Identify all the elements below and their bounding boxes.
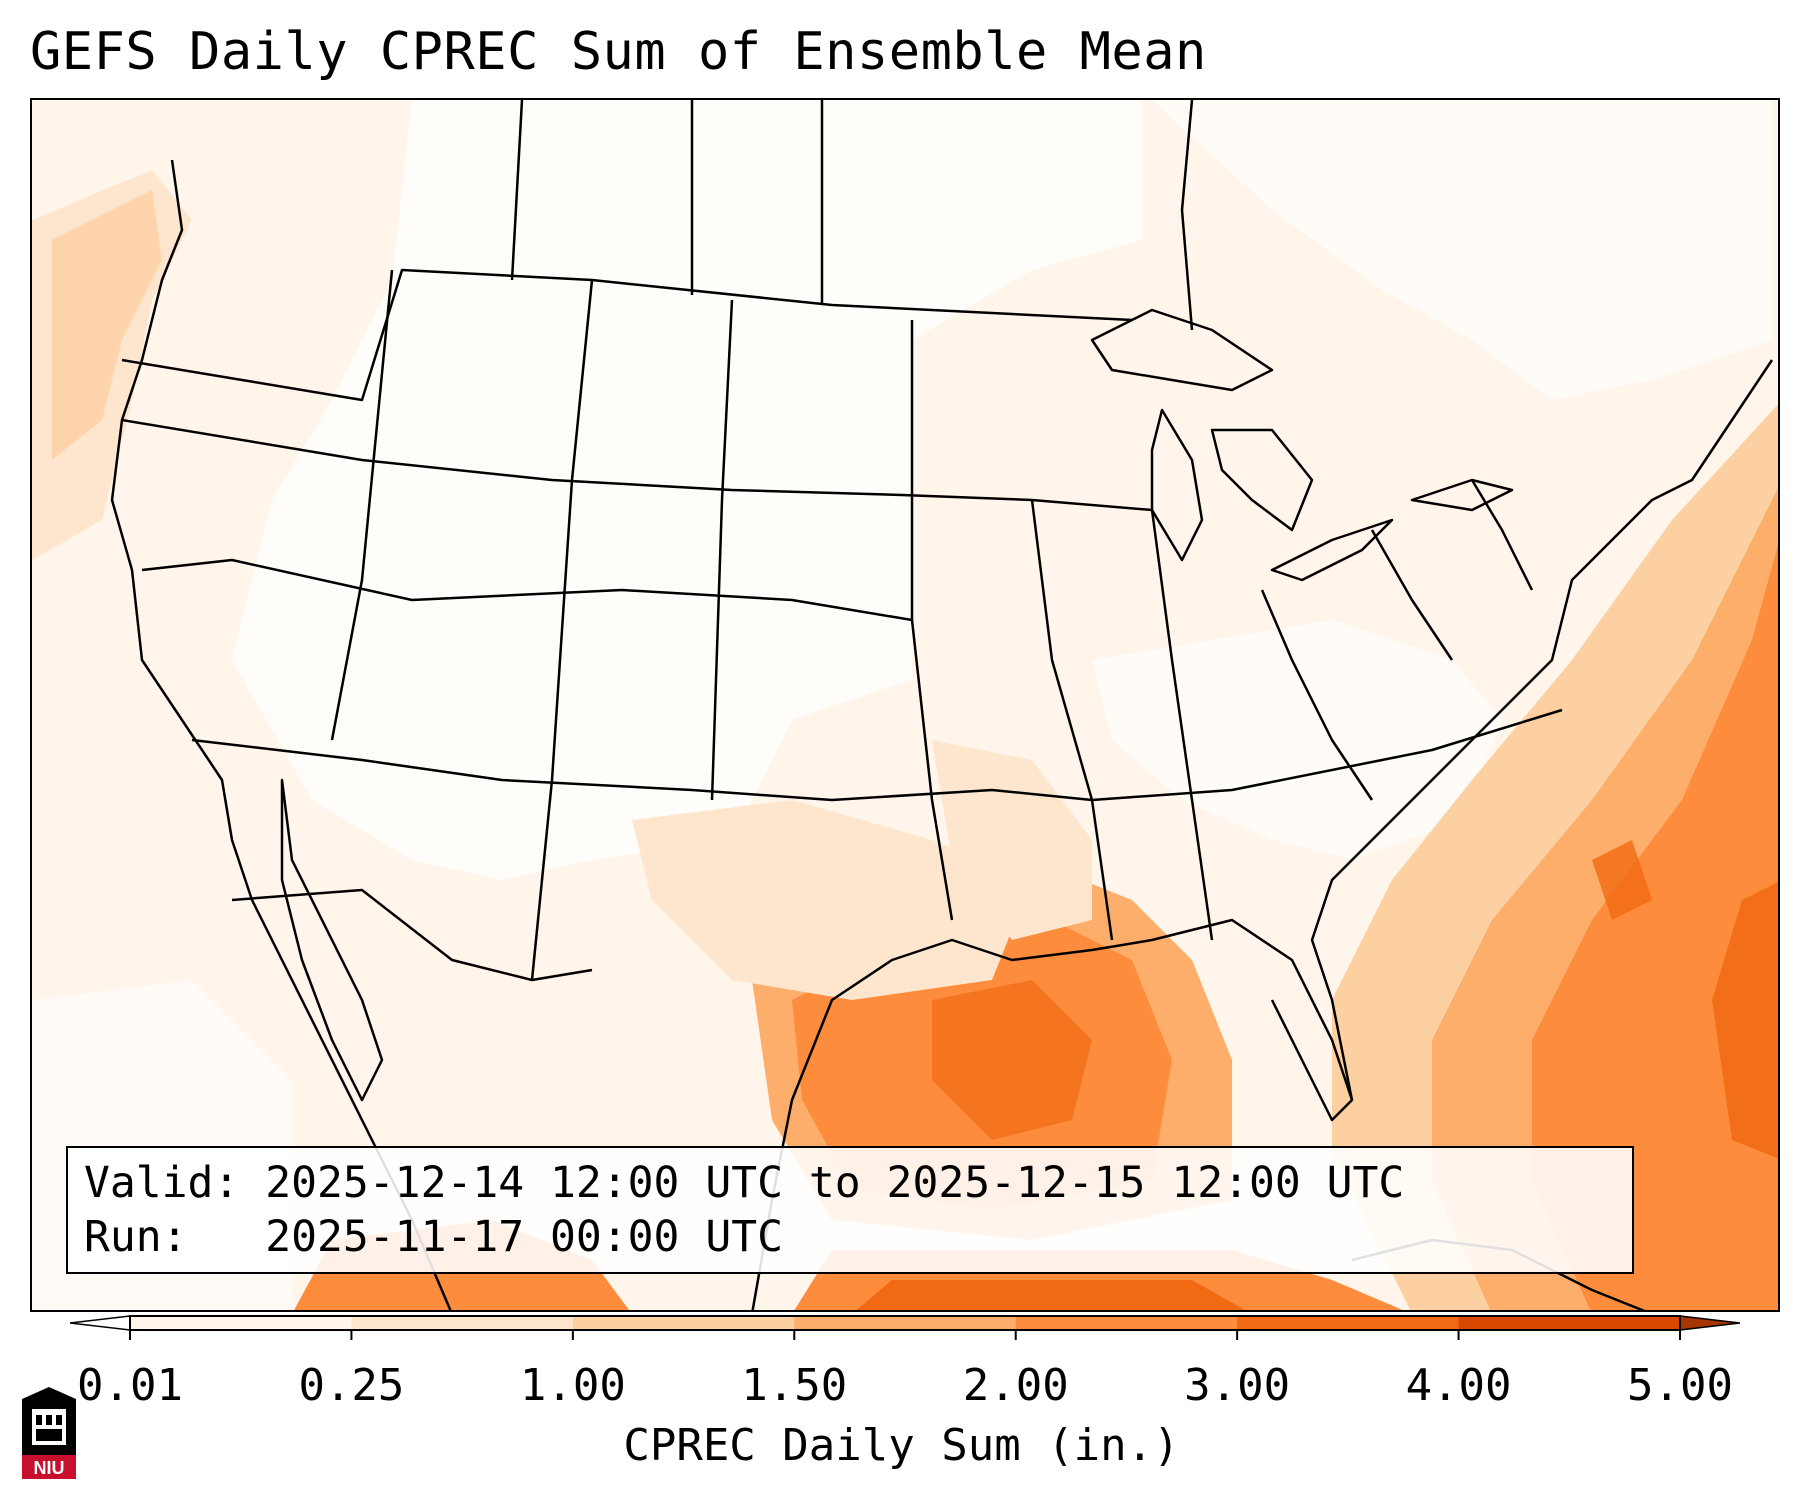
colorbar-tick-label: 2.00 <box>962 1360 1069 1411</box>
lake-erie <box>1270 518 1394 582</box>
colorbar-tick-label: 5.00 <box>1627 1360 1733 1411</box>
pacific-coastline <box>110 159 452 1310</box>
precip-map[interactable] <box>30 98 1780 1312</box>
colorbar-tick-label: 0.01 <box>77 1360 183 1411</box>
boundary-nv-id <box>330 269 394 741</box>
boundary-mountain <box>530 279 594 981</box>
colorbar-under-arrow <box>70 1315 131 1331</box>
lake-superior <box>1090 308 1274 392</box>
colorbar <box>70 1315 1740 1340</box>
boundary-midwest2 <box>1150 509 1214 941</box>
valid-label: Valid: <box>84 1158 240 1208</box>
map-canvas <box>32 100 1778 1310</box>
colorbar-frame <box>129 1315 1681 1331</box>
boundary-midwest1 <box>1030 499 1114 941</box>
boundary-east1 <box>1260 589 1374 801</box>
lake-ontario <box>1410 478 1514 512</box>
gulf-coastline <box>751 918 1354 1310</box>
boundary-northeast <box>1470 479 1534 591</box>
boundary-row4 <box>191 708 1563 802</box>
colorbar-segment <box>1015 1316 1238 1330</box>
run-value: 2025-11-17 00:00 UTC <box>265 1212 783 1262</box>
boundary-canada-west <box>510 100 524 281</box>
atlantic-coastline <box>1310 359 1774 1101</box>
colorbar-segment <box>572 1316 795 1330</box>
colorbar-segments <box>70 1315 1740 1340</box>
boundary-plains2 <box>910 320 954 921</box>
boundary-plains1 <box>710 299 734 801</box>
colorbar-title: CPREC Daily Sum (in.) <box>623 1420 1180 1471</box>
state-boundaries <box>121 100 1563 982</box>
colorbar-tick-label: 1.50 <box>741 1360 848 1411</box>
boundary-row3 <box>141 558 913 622</box>
boundary-mexico <box>231 888 593 982</box>
valid-time-box: Valid: 2025-12-14 12:00 UTC to 2025-12-1… <box>66 1146 1634 1274</box>
colorbar-segment <box>1458 1316 1681 1330</box>
university-building-icon: NIU <box>22 1387 76 1479</box>
map-title: GEFS Daily CPREC Sum of Ensemble Mean <box>30 22 1207 82</box>
lake-michigan <box>1150 408 1204 562</box>
precip-field-atlantic <box>1332 404 1778 1310</box>
colorbar-segment <box>351 1316 574 1330</box>
baja-coastline <box>280 778 384 1102</box>
boundary-east2 <box>1370 529 1454 661</box>
run-label: Run: <box>84 1212 188 1262</box>
colorbar-tick-label: 0.25 <box>298 1360 405 1411</box>
precip-field-pacific <box>32 170 192 560</box>
lake-huron <box>1210 428 1314 532</box>
colorbar-segment <box>794 1316 1017 1330</box>
valid-value: 2025-12-14 12:00 UTC to 2025-12-15 12:00… <box>265 1158 1405 1208</box>
logo-text: NIU <box>34 1458 65 1478</box>
colorbar-tick-label: 4.00 <box>1405 1360 1512 1411</box>
colorbar-segment <box>1237 1316 1460 1330</box>
boundary-north <box>121 268 1133 402</box>
colorbar-segment <box>130 1316 352 1330</box>
boundary-canada-east <box>1180 100 1194 331</box>
colorbar-tick-label: 1.00 <box>519 1360 626 1411</box>
colorbar-tick-label: 3.00 <box>1184 1360 1291 1411</box>
colorbar-over-arrow <box>1679 1315 1740 1331</box>
colorbar-tick-labels: 0.01 0.25 1.00 1.50 2.00 3.00 4.00 5.00 <box>0 1360 1803 1420</box>
